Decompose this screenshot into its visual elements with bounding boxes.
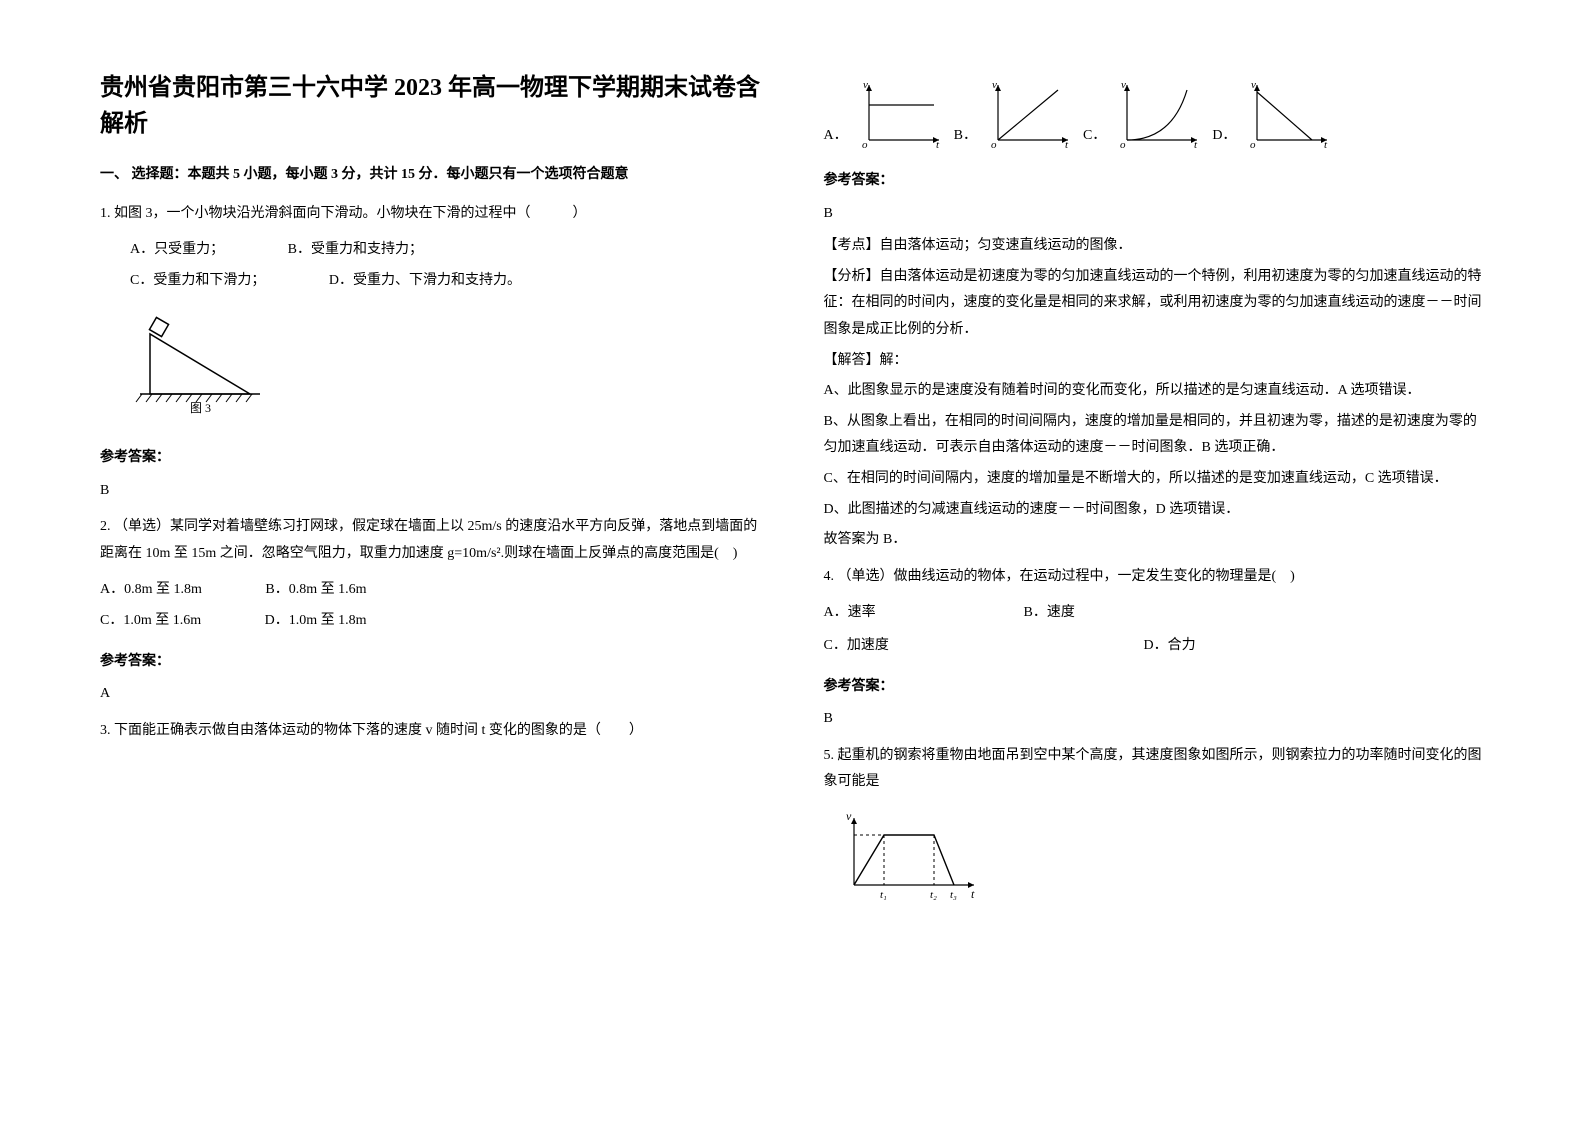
- q1-figure-caption: 图 3: [190, 401, 211, 414]
- svg-text:t₁: t₁: [880, 889, 887, 901]
- svg-text:o: o: [1250, 139, 1256, 150]
- q3-explain-b: B、从图象上看出，在相同的时间间隔内，速度的增加量是相同的，并且初速为零，描述的…: [824, 409, 1488, 462]
- question-1-stem: 1. 如图 3，一个小物块沿光滑斜面向下滑动。小物块在下滑的过程中（ ）: [100, 201, 764, 228]
- q4-answer: B: [824, 706, 1488, 733]
- svg-text:t: t: [936, 139, 940, 150]
- q4-option-b: B．速度: [1024, 600, 1224, 627]
- q3-fenxi: 【分析】自由落体运动是初速度为零的匀加速直线运动的一个特例，利用初速度为零的匀加…: [824, 264, 1488, 344]
- svg-text:o: o: [991, 139, 997, 150]
- svg-text:t: t: [1194, 139, 1198, 150]
- q2-option-c: C．1.0m 至 1.6m: [100, 608, 201, 635]
- section-1-heading: 一、 选择题：本题共 5 小题，每小题 3 分，共计 15 分．每小题只有一个选…: [100, 162, 764, 189]
- q2-answer-heading: 参考答案：: [100, 649, 764, 676]
- svg-text:v: v: [846, 810, 852, 823]
- q3-conclusion: 故答案为 B．: [824, 527, 1488, 554]
- q3-explain-a: A、此图象显示的是速度没有随着时间的变化而变化，所以描述的是匀速直线运动．A 选…: [824, 378, 1488, 405]
- q1-option-b: B．受重力和支持力；: [288, 237, 423, 264]
- q3-graph-c: v t o: [1112, 80, 1202, 150]
- q4-option-d: D．合力: [1144, 633, 1224, 660]
- svg-text:t: t: [971, 887, 975, 901]
- q3-explain-d: D、此图描述的匀减速直线运动的速度－－时间图象，D 选项错误．: [824, 497, 1488, 524]
- q3-graph-a-label: A．: [824, 123, 848, 150]
- question-4-options: A．速率 B．速度 C．加速度 D．合力: [824, 600, 1488, 659]
- q3-graph-b-label: B．: [954, 123, 977, 150]
- q5-figure: v t t₁ t₂ t₃: [834, 810, 1488, 916]
- svg-text:v: v: [1121, 80, 1126, 91]
- svg-text:t: t: [1324, 139, 1328, 150]
- question-3-stem: 3. 下面能正确表示做自由落体运动的物体下落的速度 v 随时间 t 变化的图象的…: [100, 718, 764, 745]
- q3-graph-c-label: C．: [1083, 123, 1106, 150]
- svg-text:t: t: [1065, 139, 1069, 150]
- q1-figure: 图 3: [130, 314, 764, 425]
- svg-text:v: v: [992, 80, 997, 91]
- q2-answer: A: [100, 681, 764, 708]
- q3-answer: B: [824, 201, 1488, 228]
- svg-text:t₂: t₂: [930, 889, 937, 901]
- q2-option-d: D．1.0m 至 1.8m: [265, 608, 367, 635]
- q1-option-d: D．受重力、下滑力和支持力。: [329, 268, 521, 295]
- q3-answer-heading: 参考答案：: [824, 168, 1488, 195]
- svg-text:o: o: [1120, 139, 1126, 150]
- svg-text:v: v: [1251, 80, 1256, 91]
- q3-jieda-head: 【解答】解：: [824, 348, 1488, 375]
- q3-graph-d: v t o: [1242, 80, 1332, 150]
- q2-option-a: A．0.8m 至 1.8m: [100, 577, 202, 604]
- q4-option-a: A．速率: [824, 600, 1024, 627]
- svg-text:t₃: t₃: [950, 889, 957, 901]
- q1-option-c: C．受重力和下滑力；: [130, 268, 265, 295]
- q4-answer-heading: 参考答案：: [824, 674, 1488, 701]
- q3-kaodian: 【考点】自由落体运动；匀变速直线运动的图像．: [824, 233, 1488, 260]
- svg-text:o: o: [862, 139, 868, 150]
- q3-graph-d-label: D．: [1212, 123, 1236, 150]
- q3-explain-c: C、在相同的时间间隔内，速度的增加量是不断增大的，所以描述的是变加速直线运动，C…: [824, 466, 1488, 493]
- q3-graphs-row: A． v t o B．: [824, 80, 1488, 150]
- question-2-options: A．0.8m 至 1.8m B．0.8m 至 1.6m C．1.0m 至 1.6…: [100, 577, 764, 634]
- q4-option-c: C．加速度: [824, 633, 1024, 660]
- q2-option-b: B．0.8m 至 1.6m: [265, 577, 366, 604]
- doc-title: 贵州省贵阳市第三十六中学 2023 年高一物理下学期期末试卷含解析: [100, 70, 764, 142]
- question-4-stem: 4. （单选）做曲线运动的物体，在运动过程中，一定发生变化的物理量是( ): [824, 564, 1488, 591]
- question-2-stem: 2. （单选）某同学对着墙壁练习打网球，假定球在墙面上以 25m/s 的速度沿水…: [100, 514, 764, 567]
- q3-graph-b: v t o: [983, 80, 1073, 150]
- question-1-options: A．只受重力； B．受重力和支持力； C．受重力和下滑力； D．受重力、下滑力和…: [130, 237, 764, 294]
- q1-answer: B: [100, 478, 764, 505]
- q3-graph-a: v t o: [854, 80, 944, 150]
- svg-text:v: v: [863, 80, 868, 91]
- question-5-stem: 5. 起重机的钢索将重物由地面吊到空中某个高度，其速度图象如图所示，则钢索拉力的…: [824, 743, 1488, 796]
- q1-answer-heading: 参考答案：: [100, 445, 764, 472]
- q1-option-a: A．只受重力；: [130, 237, 224, 264]
